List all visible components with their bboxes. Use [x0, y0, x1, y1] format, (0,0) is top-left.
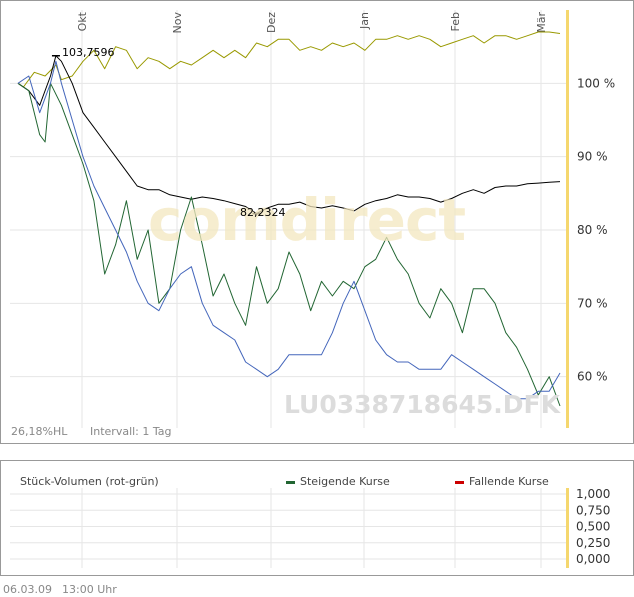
- price-y-tick-labels: 60 % 70 % 80 % 90 % 100 %: [577, 76, 615, 383]
- x-tick-label: Jan: [358, 12, 371, 30]
- legend-falling-swatch: [455, 480, 464, 484]
- volume-y-tick-labels: 1,000 0,750 0,500 0,250 0,000: [576, 487, 610, 566]
- series-line-0: [17, 31, 561, 88]
- footer-interval: Intervall: 1 Tag: [90, 425, 172, 438]
- price-series: [17, 31, 561, 407]
- footer-stat: 26,18%HL: [11, 425, 68, 438]
- y-tick-label: 70 %: [577, 296, 608, 310]
- legend-falling-label: Fallende Kurse: [469, 475, 549, 488]
- footer-time: 13:00 Uhr: [62, 583, 117, 596]
- x-tick-label: Okt: [76, 11, 89, 31]
- x-tick-label: Feb: [449, 12, 462, 31]
- price-gridlines: [10, 10, 566, 428]
- right-axis-bar: [566, 10, 569, 428]
- legend-falling: Fallende Kurse: [455, 475, 549, 488]
- instrument-id: LU0338718645.DFK: [284, 390, 560, 419]
- y-tick-label: 100 %: [577, 76, 615, 90]
- legend-rising: Steigende Kurse: [286, 475, 390, 488]
- x-tick-label: Dez: [265, 12, 278, 33]
- volume-title: Stück-Volumen (rot-grün): [20, 475, 159, 488]
- x-tick-label: Nov: [171, 12, 184, 34]
- max-label: 103,7596: [62, 46, 115, 59]
- legend-rising-label: Steigende Kurse: [300, 475, 390, 488]
- volume-chart-frame: [0, 460, 634, 576]
- legend-rising-swatch: [286, 480, 295, 484]
- volume-gridlines: [10, 488, 566, 568]
- min-label: 82,2324: [240, 206, 286, 219]
- x-tick-label: Mär: [535, 12, 548, 33]
- series-line-3: [17, 60, 561, 400]
- watermark: comdirect: [148, 186, 466, 254]
- price-chart: Okt Nov Dez Jan Feb Mär 60 % 70 % 80 % 90 % 100 %: [0, 0, 634, 444]
- volume-y-tick-label: 1,000: [576, 487, 610, 501]
- volume-y-tick-label: 0,000: [576, 552, 610, 566]
- volume-right-axis-bar: [566, 488, 569, 568]
- y-tick-label: 80 %: [577, 223, 608, 237]
- price-x-tick-labels: Okt Nov Dez Jan Feb Mär: [76, 11, 548, 33]
- y-tick-label: 90 %: [577, 150, 608, 164]
- series-line-1: [17, 55, 561, 215]
- series-line-2: [17, 82, 561, 407]
- volume-y-tick-label: 0,250: [576, 536, 610, 550]
- volume-y-tick-label: 0,500: [576, 520, 610, 534]
- volume-chart: 1,000 0,750 0,500 0,250 0,000: [0, 460, 634, 576]
- y-tick-label: 60 %: [577, 370, 608, 384]
- volume-y-tick-label: 0,750: [576, 503, 610, 517]
- footer-date: 06.03.09: [3, 583, 52, 596]
